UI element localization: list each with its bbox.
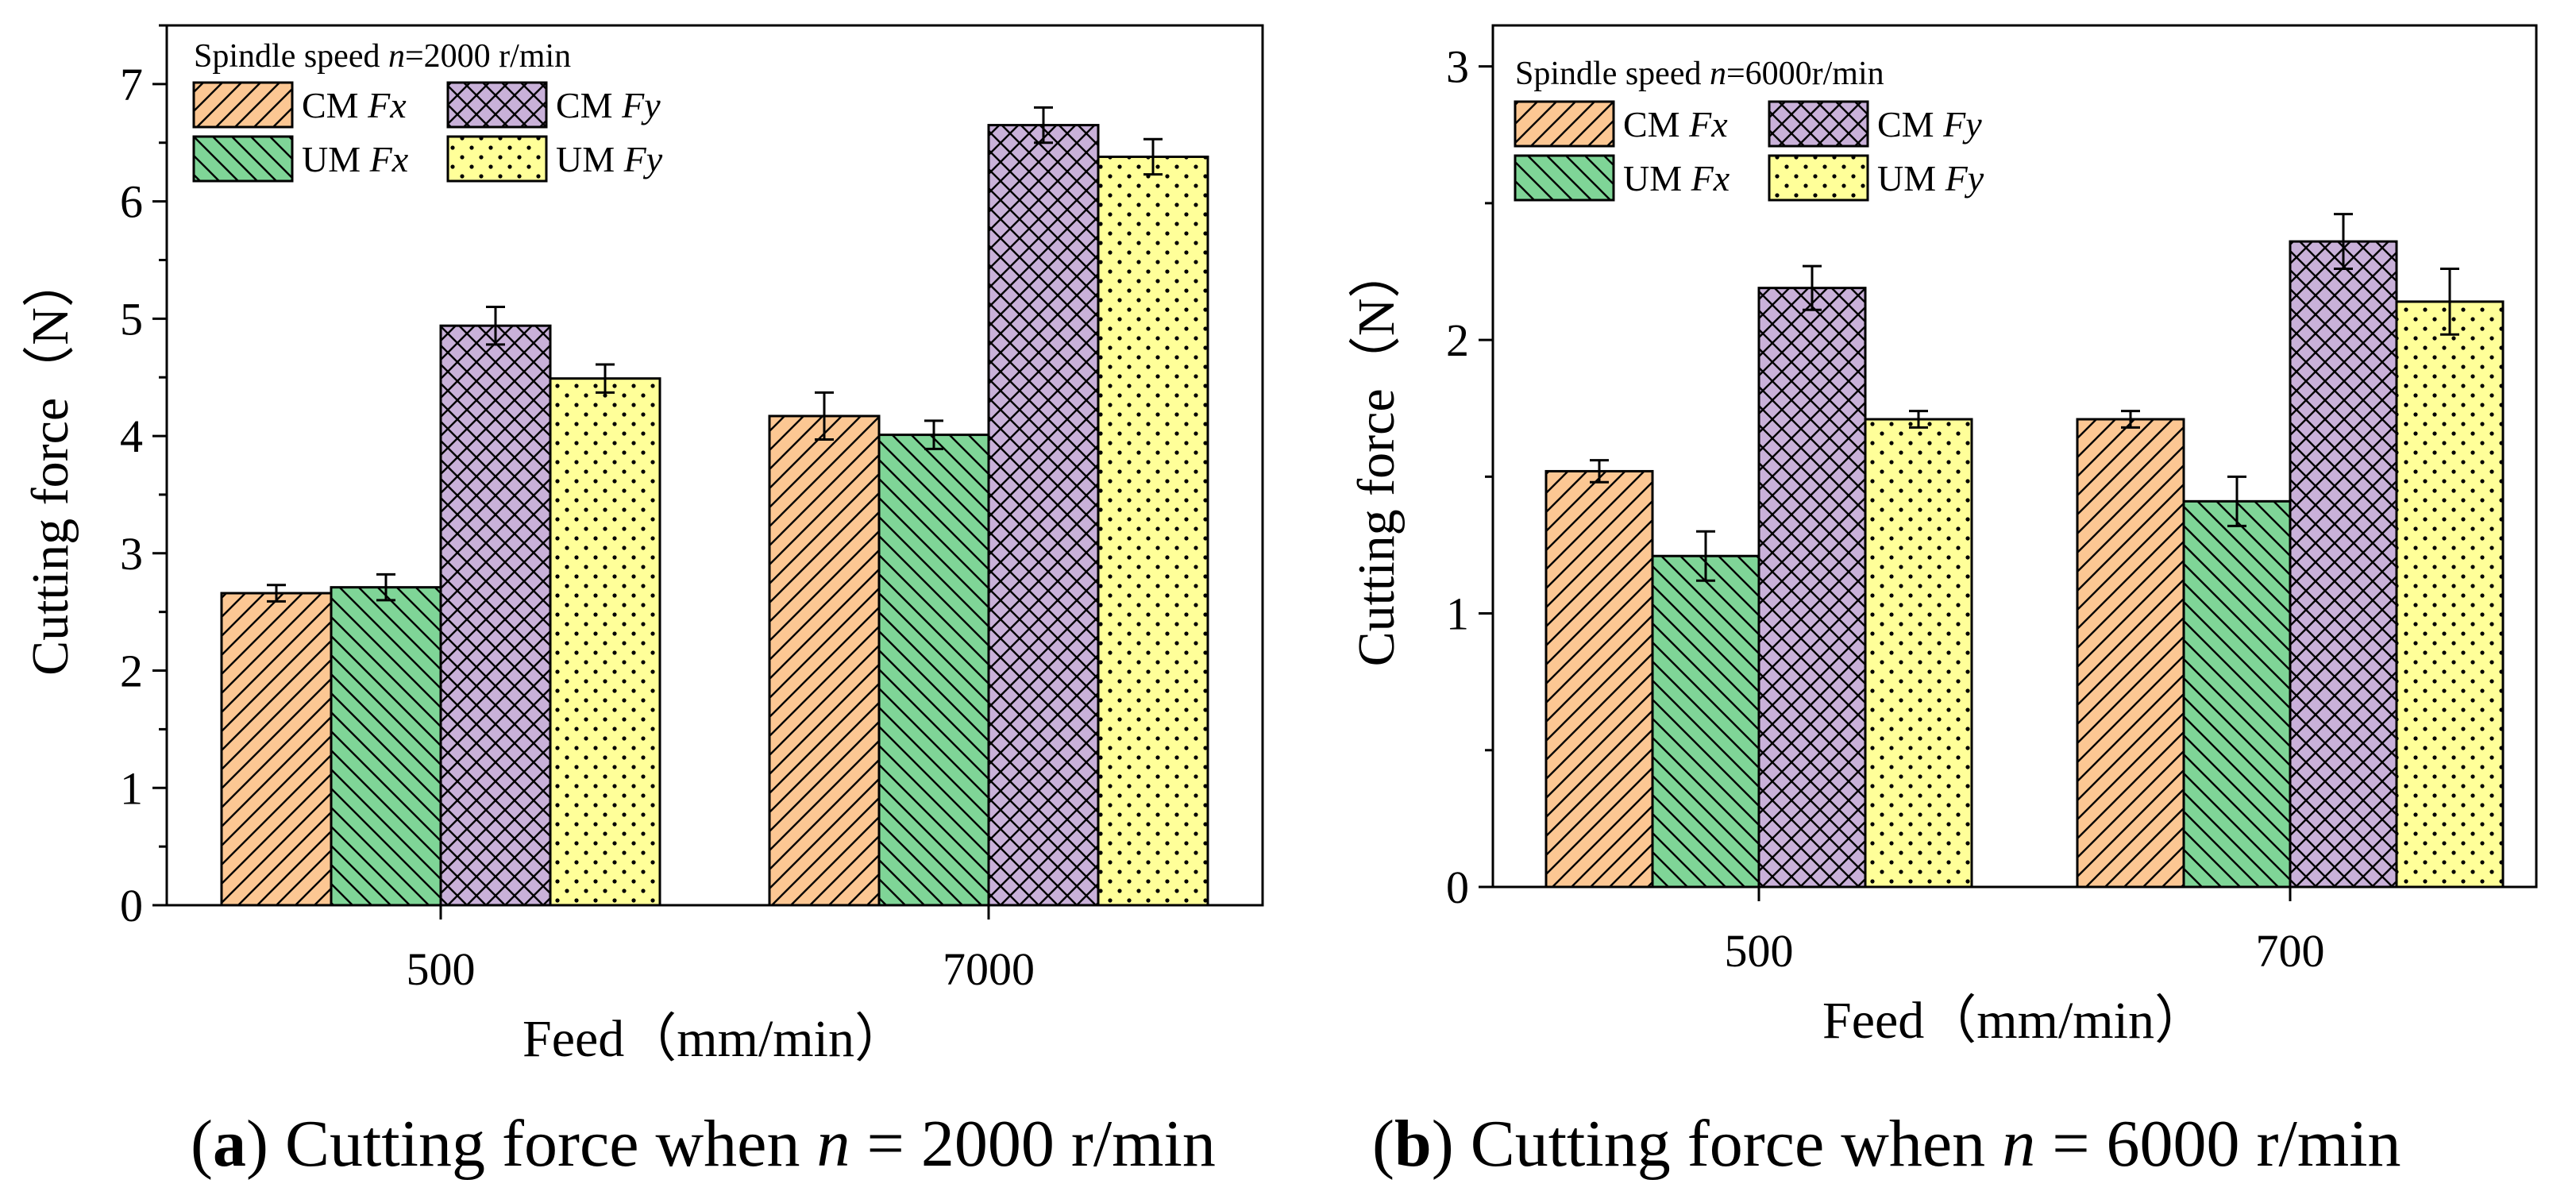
x-axis-label: Feed（mm/min） (1822, 992, 2207, 1050)
legend-label-prefix: UM (556, 139, 624, 179)
legend-label-var: Fy (623, 139, 663, 179)
legend-label-cm-fy: CM Fy (1877, 104, 1982, 145)
x-tick-label: 500 (407, 943, 476, 995)
y-tick-label: 2 (120, 646, 143, 697)
bar-um-fy-700 (2395, 300, 2505, 889)
legend-label-var: Fx (367, 85, 407, 125)
legend-label-cm-fy: CM Fy (556, 85, 661, 125)
y-tick-label: 4 (120, 411, 143, 462)
legend-swatch-cm-fx (1514, 100, 1615, 148)
legend-label-var: Fy (621, 85, 661, 125)
bar-um-fy-500 (549, 377, 661, 907)
legend-label-um-fx: UM Fx (1623, 158, 1730, 199)
y-tick-label: 1 (120, 762, 143, 814)
legend-swatch-um-fx (1514, 154, 1615, 202)
legend-title-suffix: =2000 r/min (405, 38, 571, 75)
caption-b-suffix: = 6000 r/min (2052, 1107, 2401, 1181)
legend-label-prefix: CM (302, 85, 368, 125)
y-tick-label: 7 (120, 59, 143, 110)
plot-frame (1491, 24, 2538, 889)
legend-label-prefix: CM (1623, 104, 1689, 145)
legend-label-var: Fx (369, 139, 409, 179)
legend-title-prefix: Spindle speed (194, 38, 388, 75)
legend-title: Spindle speed n=2000 r/min (194, 38, 571, 75)
legend-label-cm-fx: CM Fx (1623, 104, 1728, 145)
legend-title-var: n (388, 38, 405, 75)
legend-label-prefix: UM (302, 139, 370, 179)
caption-b-var: n (2002, 1107, 2036, 1181)
caption-b-label: b (1394, 1107, 1432, 1181)
legend-title: Spindle speed n=6000r/min (1515, 56, 1884, 92)
legend-swatch-um-fy (1768, 154, 1869, 202)
bar-um-fy-7000 (1097, 155, 1209, 907)
bar-um-fy-500 (1864, 418, 1973, 889)
legend-label-prefix: CM (1877, 104, 1943, 145)
legend-label-var: Fx (1691, 158, 1730, 199)
x-tick-label: 700 (2256, 925, 2325, 977)
caption-b: (b) Cutting force when n = 6000 r/min (1372, 1107, 2401, 1181)
bar-cm-fy-7000 (987, 124, 1100, 907)
y-tick-label: 1 (1446, 588, 1469, 640)
bar-cm-fx-500 (1544, 469, 1654, 889)
caption-b-prefix: Cutting force when (1470, 1107, 1986, 1181)
legend-label-cm-fx: CM Fx (302, 85, 407, 125)
bar-cm-fx-500 (220, 592, 333, 907)
legend-label-var: Fy (1942, 104, 1982, 145)
bar-cm-fy-500 (1757, 287, 1867, 889)
bar-cm-fx-7000 (768, 414, 881, 907)
y-tick-label: 0 (120, 880, 143, 931)
x-axis-label: Feed（mm/min） (523, 1010, 907, 1068)
legend-swatch-um-fx (192, 135, 294, 183)
y-tick-label: 2 (1446, 314, 1469, 366)
legend-label-var: Fy (1945, 158, 1984, 199)
bar-um-fx-7000 (877, 434, 990, 907)
legend-swatch-cm-fy (1768, 100, 1869, 148)
x-tick-label: 7000 (943, 943, 1035, 995)
legend-title-var: n (1710, 56, 1726, 92)
chart-panel-a: 0 1 2 3 4 5 6 7 500 7000 Feed（mm/min） Cutting force… (21, 24, 1264, 1068)
legend-label-um-fx: UM Fx (302, 139, 409, 179)
legend-swatch-um-fy (446, 135, 548, 183)
chart-panel-b: 0 1 2 3 500 700 Feed（mm/min） Cutting force（N） Sp… (1348, 24, 2538, 1050)
y-axis-label: Cutting force（N） (21, 255, 79, 676)
y-tick-label: 5 (120, 293, 143, 345)
bar-um-fx-500 (1651, 554, 1760, 889)
legend-label-prefix: CM (556, 85, 622, 125)
y-tick-label: 6 (120, 176, 143, 228)
legend-swatch-cm-fy (446, 81, 548, 129)
legend-swatch-cm-fx (192, 81, 294, 129)
legend-label-prefix: UM (1623, 158, 1691, 199)
legend-label-prefix: UM (1877, 158, 1945, 199)
y-tick-label: 0 (1446, 862, 1469, 913)
y-tick-label: 3 (1446, 41, 1469, 93)
bar-cm-fy-700 (2289, 240, 2398, 889)
plot-frame (165, 24, 1264, 907)
bar-um-fx-500 (330, 586, 442, 907)
bar-um-fx-700 (2182, 499, 2292, 889)
legend-title-suffix: =6000r/min (1726, 56, 1884, 92)
legend-title-prefix: Spindle speed (1515, 56, 1710, 92)
bar-cm-fy-500 (439, 324, 552, 907)
x-tick-label: 500 (1725, 925, 1794, 977)
legend-label-var: Fx (1688, 104, 1728, 145)
legend-label-um-fy: UM Fy (556, 139, 663, 179)
caption-a-suffix: = 2000 r/min (866, 1107, 1216, 1181)
y-tick-label: 3 (120, 528, 143, 580)
caption-a-label: a (212, 1107, 246, 1181)
legend-label-um-fy: UM Fy (1877, 158, 1984, 199)
caption-a-var: n (816, 1107, 850, 1181)
y-axis-label: Cutting force（N） (1348, 246, 1406, 667)
caption-a-prefix: Cutting force when (284, 1107, 800, 1181)
bar-cm-fx-700 (2076, 418, 2185, 889)
caption-a: (a) Cutting force when n = 2000 r/min (191, 1107, 1216, 1181)
